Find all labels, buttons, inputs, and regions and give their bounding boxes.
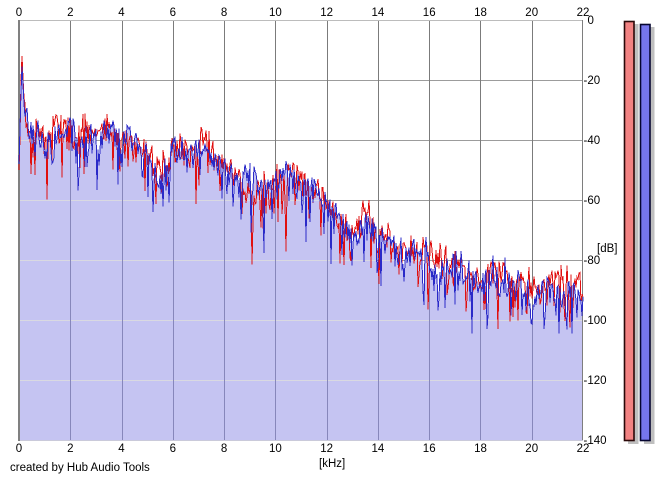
svg-text:22: 22 xyxy=(577,7,590,19)
svg-text:2: 2 xyxy=(67,7,73,19)
svg-text:-100: -100 xyxy=(584,315,607,327)
svg-text:10: 10 xyxy=(269,443,282,455)
svg-text:6: 6 xyxy=(170,443,176,455)
svg-text:18: 18 xyxy=(474,7,487,19)
svg-text:0: 0 xyxy=(16,443,22,455)
svg-text:created by Hub Audio Tools: created by Hub Audio Tools xyxy=(10,462,150,474)
svg-text:2: 2 xyxy=(67,443,73,455)
svg-text:12: 12 xyxy=(320,443,333,455)
svg-text:22: 22 xyxy=(577,443,590,455)
svg-text:16: 16 xyxy=(423,7,436,19)
svg-text:[dB]: [dB] xyxy=(597,243,617,255)
svg-text:14: 14 xyxy=(372,7,385,19)
svg-text:8: 8 xyxy=(221,443,227,455)
svg-text:-20: -20 xyxy=(584,75,601,87)
svg-text:14: 14 xyxy=(372,443,385,455)
svg-text:-60: -60 xyxy=(584,195,601,207)
svg-text:-140: -140 xyxy=(584,435,607,447)
svg-text:0: 0 xyxy=(588,15,594,27)
svg-text:-40: -40 xyxy=(584,135,601,147)
svg-text:0: 0 xyxy=(16,7,22,19)
svg-text:-80: -80 xyxy=(584,255,601,267)
svg-text:16: 16 xyxy=(423,443,436,455)
svg-text:6: 6 xyxy=(170,7,176,19)
svg-text:20: 20 xyxy=(525,443,538,455)
svg-text:-120: -120 xyxy=(584,375,607,387)
svg-text:10: 10 xyxy=(269,7,282,19)
svg-text:18: 18 xyxy=(474,443,487,455)
svg-text:4: 4 xyxy=(118,7,125,19)
svg-text:8: 8 xyxy=(221,7,227,19)
svg-text:4: 4 xyxy=(118,443,125,455)
svg-text:12: 12 xyxy=(320,7,333,19)
svg-text:20: 20 xyxy=(525,7,538,19)
svg-text:[kHz]: [kHz] xyxy=(319,458,345,470)
